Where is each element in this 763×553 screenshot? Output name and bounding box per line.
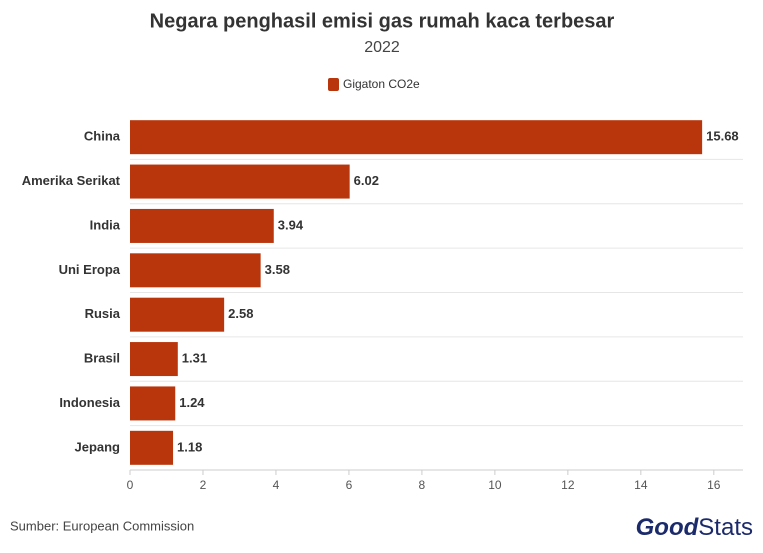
value-label: 1.18 bbox=[177, 439, 202, 454]
logo-part: Stats bbox=[698, 514, 753, 541]
y-tick-label: Indonesia bbox=[59, 395, 120, 410]
bar bbox=[130, 297, 225, 332]
chart-title: Negara penghasil emisi gas rumah kaca te… bbox=[150, 10, 615, 32]
value-label: 2.58 bbox=[228, 306, 253, 321]
bar bbox=[130, 208, 274, 243]
x-tick-label: 10 bbox=[488, 478, 502, 492]
value-label: 3.94 bbox=[278, 217, 304, 232]
x-tick-label: 16 bbox=[707, 478, 721, 492]
legend-label: Gigaton CO2e bbox=[343, 77, 420, 91]
x-tick-label: 4 bbox=[273, 478, 280, 492]
logo: GoodStats bbox=[636, 514, 753, 541]
bar bbox=[130, 253, 261, 288]
x-tick-label: 0 bbox=[127, 478, 134, 492]
value-label: 1.31 bbox=[182, 351, 207, 366]
x-tick-label: 8 bbox=[419, 478, 426, 492]
legend-swatch bbox=[328, 78, 339, 91]
logo-part: Good bbox=[636, 514, 700, 541]
bar bbox=[130, 342, 178, 377]
y-tick-label: Jepang bbox=[74, 439, 120, 454]
y-tick-label: Amerika Serikat bbox=[22, 173, 121, 188]
x-tick-label: 12 bbox=[561, 478, 575, 492]
bar bbox=[130, 430, 174, 465]
y-tick-label: China bbox=[84, 129, 121, 144]
chart-subtitle: 2022 bbox=[364, 39, 400, 56]
x-tick-label: 14 bbox=[634, 478, 648, 492]
bar bbox=[130, 120, 703, 155]
y-tick-label: Brasil bbox=[84, 351, 120, 366]
bar bbox=[130, 386, 176, 421]
y-tick-label: Uni Eropa bbox=[59, 262, 121, 277]
x-tick-label: 6 bbox=[346, 478, 353, 492]
x-tick-label: 2 bbox=[200, 478, 207, 492]
value-label: 6.02 bbox=[354, 173, 379, 188]
y-tick-label: Rusia bbox=[85, 306, 121, 321]
source: Sumber: European Commission bbox=[10, 518, 194, 533]
value-label: 15.68 bbox=[706, 129, 739, 144]
y-tick-label: India bbox=[90, 217, 121, 232]
value-label: 1.24 bbox=[179, 395, 205, 410]
value-label: 3.58 bbox=[265, 262, 290, 277]
bar bbox=[130, 164, 350, 199]
